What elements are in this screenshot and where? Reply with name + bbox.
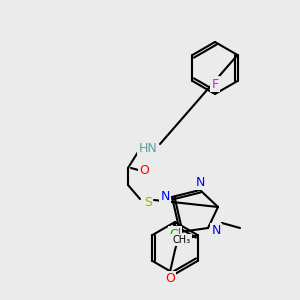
Text: Cl: Cl — [169, 227, 181, 241]
Text: N: N — [211, 224, 221, 238]
Text: O: O — [165, 272, 175, 286]
Text: F: F — [212, 77, 219, 91]
Text: S: S — [144, 196, 152, 209]
Text: HN: HN — [139, 142, 158, 154]
Text: O: O — [139, 164, 149, 176]
Text: N: N — [195, 176, 205, 188]
Text: CH₃: CH₃ — [172, 235, 190, 245]
Text: N: N — [160, 190, 170, 203]
